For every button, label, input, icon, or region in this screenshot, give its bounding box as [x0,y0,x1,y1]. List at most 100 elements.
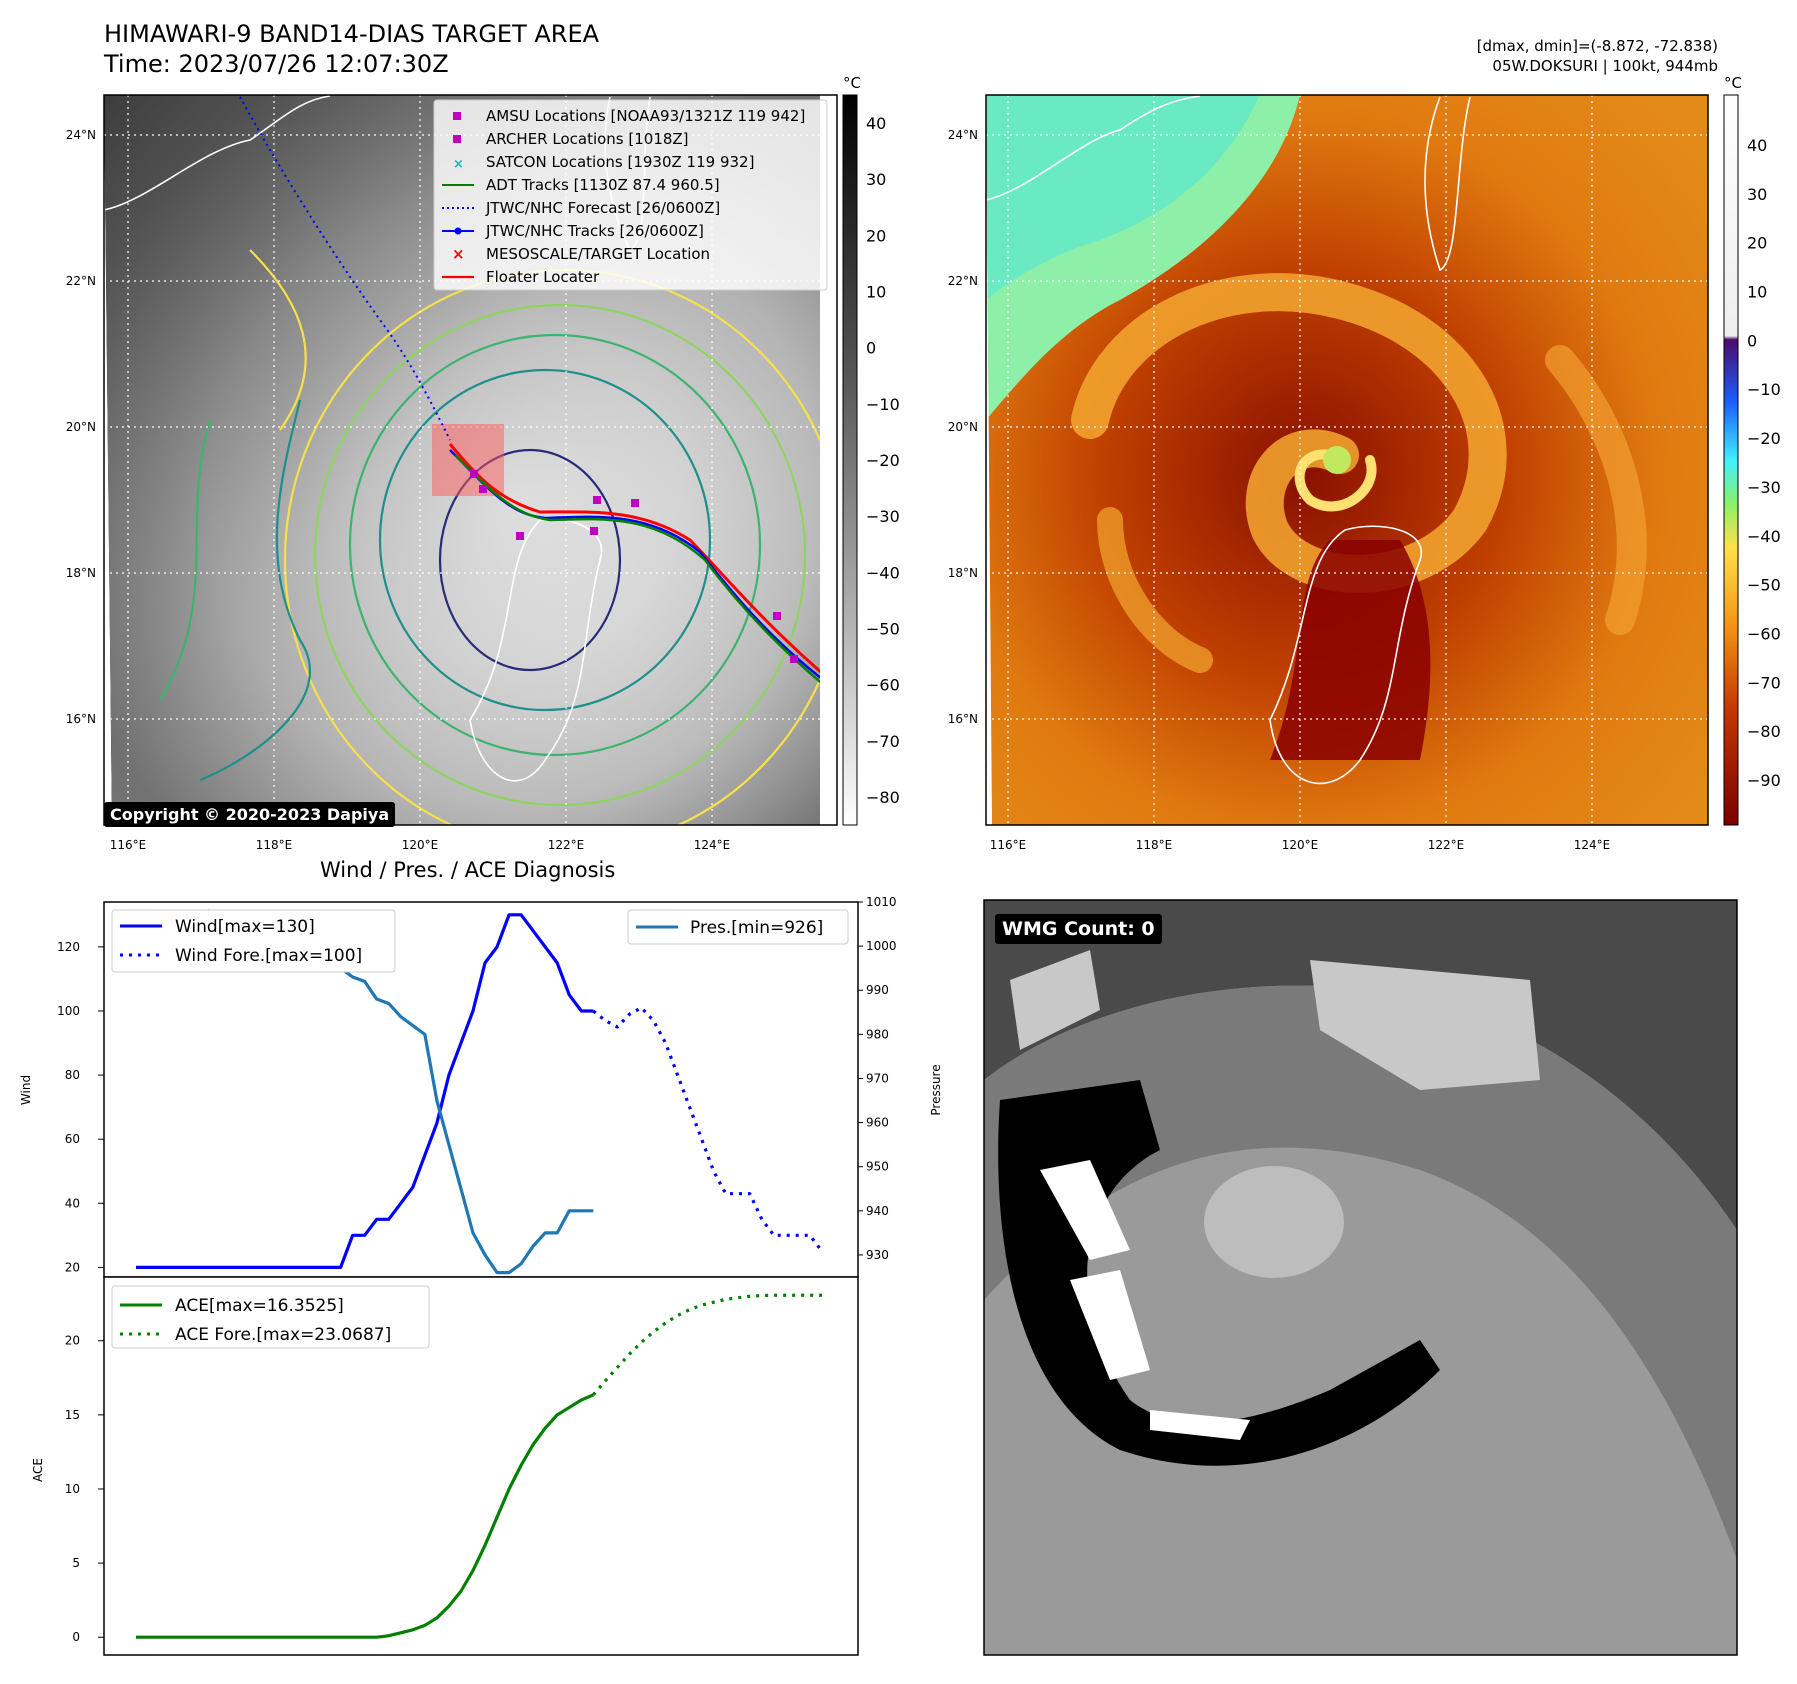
colorbar-tick: 20 [866,226,886,245]
enh-lon-tick: 124°E [1574,838,1611,852]
ace-tick-label: 20 [65,1334,80,1348]
enh-lon-ticks: 116°E 118°E 120°E 122°E 124°E [990,838,1611,852]
pressure-tick-label: 940 [866,1204,889,1218]
pressure-tick-label: 980 [866,1027,889,1041]
colorbar-tick: −70 [866,732,900,751]
dminmax-text: [dmax, dmin]=(-8.872, -72.838) [1476,37,1718,55]
wind-tick-label: 100 [57,1004,80,1018]
ir-lon-ticks: 116°E 118°E 120°E 122°E 124°E [110,838,731,852]
legend-marker-amsu [453,112,461,120]
ir-colorbar-ticks: 40 30 20 10 0 −10 −20 −30 −40 −50 −60 −70 −80 [866,114,900,807]
ir-colorbar-unit: °C [843,74,861,92]
wind-pressure-chart: Wind Pressure 20 40 60 80 100 120 930 940 950 96… [19,895,943,1278]
ace-series-line-1 [592,1293,822,1396]
colorbar-tick: 40 [1747,136,1767,155]
enh-lon-tick: 122°E [1428,838,1465,852]
floater-box [432,424,504,496]
wind-legend: Wind[max=130] Wind Fore.[max=100] [111,909,396,973]
wind-tick-label: 20 [65,1260,80,1274]
ace-axis-label: ACE [31,1458,45,1482]
colorbar-tick: −80 [866,788,900,807]
ir-lat-tick: 20°N [66,420,96,434]
colorbar-tick: −40 [866,563,900,582]
enh-lat-ticks: 24°N 22°N 20°N 18°N 16°N [948,128,978,726]
diagnosis-title: Wind / Pres. / ACE Diagnosis [320,858,616,882]
amsu-markers [470,470,798,663]
colorbar-tick: 10 [866,283,886,302]
colorbar-tick: −60 [866,676,900,695]
legend-marker-satcon: × [453,157,464,172]
ace-series-line-0 [136,1393,594,1639]
pressure-tick-label: 970 [866,1071,889,1085]
wind-tick-label: 40 [65,1196,80,1210]
legend-label-archer: ARCHER Locations [1018Z] [486,130,689,148]
ir-lon-tick: 122°E [548,838,585,852]
ir-legend: × × AMSU Locations [NOAA93/1321Z 119 942… [433,99,828,291]
colorbar-tick: −20 [1747,429,1781,448]
wmg-count-badge: WMG Count: 0 [995,914,1162,944]
colorbar-tick: −90 [1747,771,1781,790]
enh-lat-tick: 22°N [948,274,978,288]
legend-label-target: MESOSCALE/TARGET Location [486,245,710,263]
legend-label-satcon: SATCON Locations [1930Z 119 932] [486,153,754,171]
ace-legend: ACE[max=16.3525] ACE Fore.[max=23.0687] [111,1285,430,1349]
ace-tick-label: 5 [72,1556,80,1570]
legend-label-ace-fore: ACE Fore.[max=23.0687] [175,1325,391,1345]
floater-track [448,443,820,682]
colorbar-tick: −40 [1747,527,1781,546]
enh-lat-tick: 18°N [948,566,978,580]
enh-colorbar [1723,94,1739,826]
enh-lat-tick: 20°N [948,420,978,434]
enh-lon-tick: 116°E [990,838,1027,852]
enh-lon-tick: 120°E [1282,838,1319,852]
pressure-tick-label: 1010 [866,895,897,909]
ir-lon-tick: 124°E [694,838,731,852]
legend-label-amsu: AMSU Locations [NOAA93/1321Z 119 942] [486,107,805,125]
jtwc-forecast-track [239,96,451,441]
legend-marker-target: × [452,245,465,263]
wind-tick-label: 80 [65,1068,80,1082]
colorbar-tick: −20 [866,451,900,470]
pressure-tick-label: 960 [866,1116,889,1130]
ir-lat-ticks: 24°N 22°N 20°N 18°N 16°N [66,128,96,726]
ir-lat-tick: 18°N [66,566,96,580]
legend-label-pres: Pres.[min=926] [690,918,823,938]
ir-colorbar [842,94,858,826]
enhanced-satellite-image [986,95,1708,825]
legend-label-adt: ADT Tracks [1130Z 87.4 960.5] [486,176,720,194]
legend-marker-archer [453,135,461,143]
enh-lon-tick: 118°E [1136,838,1173,852]
colorbar-tick: −10 [1747,380,1781,399]
pressure-tick-label: 930 [866,1248,889,1262]
ace-tick-label: 0 [72,1630,80,1644]
colorbar-tick: 0 [1747,331,1757,350]
pres-legend: Pres.[min=926] [627,909,849,945]
colorbar-tick: 30 [1747,185,1767,204]
colorbar-tick: −30 [1747,478,1781,497]
series-line-0 [136,913,594,1269]
ir-lat-tick: 16°N [66,712,96,726]
colorbar-tick: −70 [1747,673,1781,692]
enh-colorbar-unit: °C [1724,74,1742,92]
pressure-tick-label: 990 [866,983,889,997]
ir-lat-tick: 22°N [66,274,96,288]
copyright-badge: Copyright © 2020-2023 Dapiya [104,802,396,827]
legend-label-wind: Wind[max=130] [175,917,315,937]
ir-lon-tick: 120°E [402,838,439,852]
colorbar-tick: 30 [866,170,886,189]
legend-label-ace: ACE[max=16.3525] [175,1296,344,1316]
pressure-axis-label: Pressure [929,1064,943,1115]
colorbar-tick: −50 [866,619,900,638]
ir-lon-tick: 116°E [110,838,147,852]
colorbar-tick: 10 [1747,283,1767,302]
ir-lon-tick: 118°E [256,838,293,852]
storm-eye [1323,446,1351,474]
colorbar-tick: −60 [1747,624,1781,643]
legend-label-forecast: JTWC/NHC Forecast [26/0600Z] [485,199,720,217]
ace-tick-label: 10 [65,1482,80,1496]
ir-lat-tick: 24°N [66,128,96,142]
colorbar-tick: 20 [1747,234,1767,253]
colorbar-tick: −30 [866,507,900,526]
enh-lat-tick: 24°N [948,128,978,142]
